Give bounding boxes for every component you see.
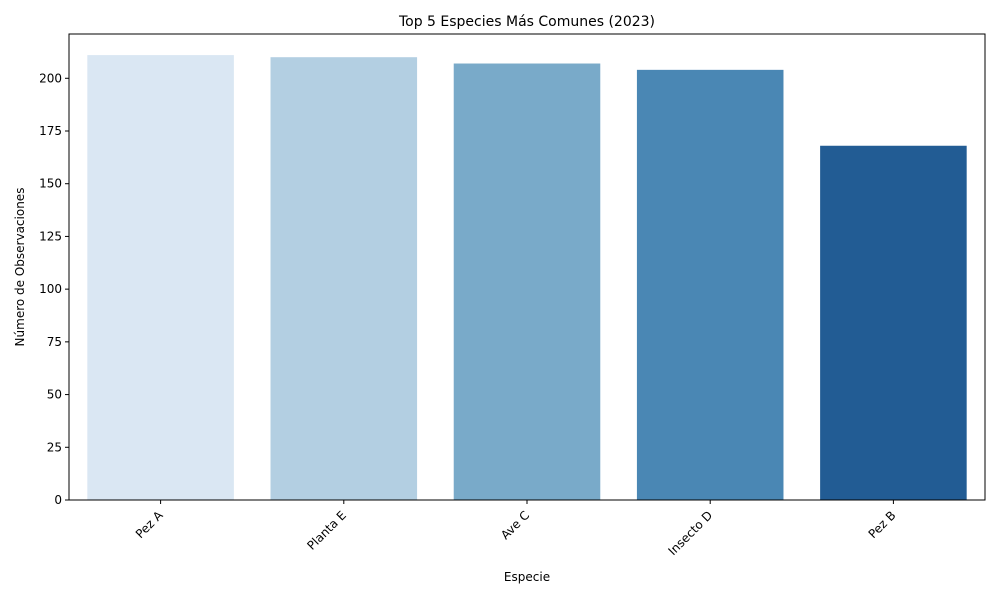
y-tick-label: 150 <box>39 177 62 191</box>
bar-insecto-d <box>636 69 784 500</box>
chart-title: Top 5 Especies Más Comunes (2023) <box>398 14 655 30</box>
y-tick-label: 200 <box>39 71 62 85</box>
bar-planta-e <box>270 57 418 500</box>
bar-pez-b <box>820 145 967 500</box>
y-tick-label: 175 <box>39 124 62 138</box>
plot-frame <box>68 33 986 501</box>
x-tick-label: Insecto D <box>665 508 715 558</box>
y-tick-label: 50 <box>47 388 62 402</box>
bar-ave-c <box>453 63 601 501</box>
x-tick-label: Pez B <box>866 508 899 541</box>
y-tick-label: 125 <box>39 229 62 243</box>
x-axis-title: Especie <box>504 570 550 584</box>
bars-group <box>87 55 967 501</box>
y-tick-label: 25 <box>47 440 62 454</box>
x-axis: Pez A Planta E Ave C Insecto D Pez B <box>133 500 899 558</box>
y-axis: 0 25 50 75 100 125 150 175 200 <box>39 71 69 507</box>
x-tick-label: Planta E <box>304 508 349 553</box>
x-tick-label: Ave C <box>498 508 532 542</box>
y-tick-label: 75 <box>47 335 62 349</box>
bar-pez-a <box>87 55 234 501</box>
y-tick-label: 100 <box>39 282 62 296</box>
x-tick-label: Pez A <box>133 508 166 541</box>
y-axis-title: Número de Observaciones <box>13 188 27 347</box>
y-tick-label: 0 <box>54 493 62 507</box>
